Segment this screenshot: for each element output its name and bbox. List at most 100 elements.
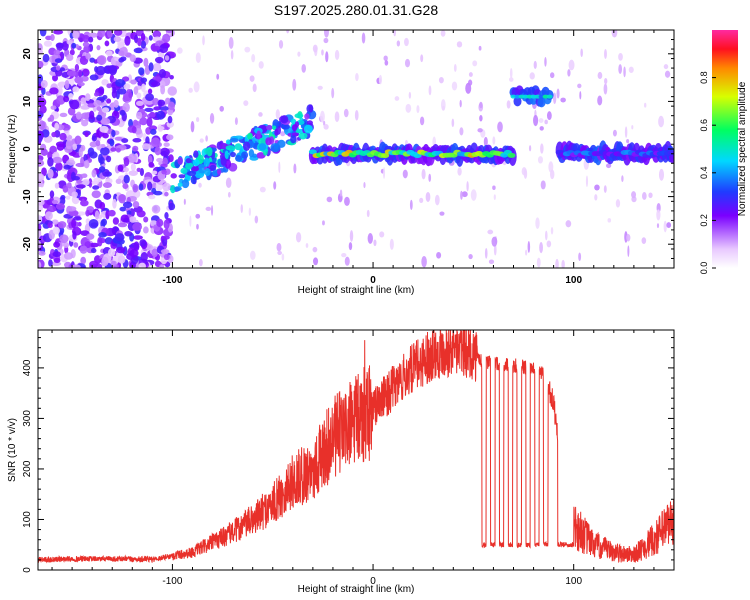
noise-blob [143, 57, 149, 68]
ramp-blob [235, 155, 242, 162]
noise-blob [151, 248, 158, 258]
ramp-blob [298, 132, 308, 140]
noise-blob [72, 216, 82, 221]
noise-blob [38, 214, 43, 224]
noise-blob [105, 155, 112, 163]
ramp-blob [225, 145, 235, 151]
noise-blob [101, 107, 110, 113]
noise-blob [663, 64, 669, 70]
noise-blob [88, 218, 99, 229]
noise-blob [75, 162, 86, 168]
noise-blob [136, 167, 142, 173]
noise-blob [128, 153, 137, 164]
noise-blob [460, 190, 463, 200]
noise-blob [62, 184, 69, 193]
noise-blob [55, 42, 64, 49]
noise-blob [120, 56, 127, 62]
noise-blob [38, 224, 42, 231]
snr-xtick-label: -100 [162, 576, 182, 587]
noise-blob [80, 104, 90, 110]
noise-blob [66, 54, 74, 62]
noise-blob [147, 88, 153, 95]
noise-blob [626, 234, 631, 242]
noise-blob [159, 147, 170, 157]
noise-blob [295, 232, 302, 243]
noise-blob [88, 36, 94, 43]
noise-blob [604, 78, 608, 85]
noise-blob [115, 147, 121, 153]
ramp-blob [186, 170, 197, 177]
noise-blob [49, 114, 55, 122]
noise-blob [560, 97, 566, 103]
noise-blob [61, 41, 69, 51]
noise-blob [133, 34, 139, 44]
noise-blob [72, 176, 80, 181]
noise-blob [158, 68, 167, 79]
noise-blob [555, 258, 559, 268]
noise-blob [383, 166, 386, 179]
noise-blob [90, 248, 97, 254]
noise-blob [108, 209, 116, 217]
noise-blob [76, 211, 86, 216]
noise-blob [623, 66, 626, 78]
noise-blob [143, 226, 149, 234]
noise-blob [321, 49, 324, 56]
noise-blob [137, 37, 142, 47]
noise-blob [108, 64, 118, 74]
noise-blob [88, 178, 93, 188]
noise-blob [487, 229, 494, 235]
noise-blob [420, 54, 424, 63]
spectrogram-xlabel: Height of straight line (km) [298, 285, 415, 296]
spectrogram-xtick-label: 0 [370, 275, 376, 286]
noise-blob [205, 206, 212, 212]
noise-blob [219, 105, 224, 112]
burst-halo [537, 97, 546, 108]
noise-blob [243, 100, 249, 107]
noise-blob [162, 33, 171, 43]
noise-blob [254, 215, 259, 224]
noise-blob [456, 41, 463, 48]
noise-blob [91, 190, 101, 199]
noise-blob [550, 169, 555, 180]
noise-blob [248, 207, 252, 216]
noise-blob [378, 74, 383, 85]
noise-blob [580, 48, 583, 58]
noise-blob [305, 243, 309, 248]
ramp-blob [190, 175, 197, 185]
noise-blob [196, 223, 199, 230]
ramp-blob [258, 143, 267, 151]
noise-blob [540, 180, 546, 190]
noise-blob [96, 55, 107, 66]
noise-blob [320, 110, 325, 123]
noise-blob [106, 83, 112, 89]
noise-blob [152, 45, 161, 51]
noise-blob [86, 233, 95, 240]
noise-blob [389, 238, 394, 250]
noise-blob [621, 175, 624, 182]
noise-blob [324, 30, 329, 38]
noise-blob [624, 126, 628, 138]
noise-blob [535, 217, 540, 229]
noise-blob [132, 137, 142, 143]
noise-blob [492, 136, 496, 145]
noise-blob [38, 228, 42, 239]
noise-blob [38, 261, 42, 268]
noise-blob [549, 72, 555, 79]
noise-blob [355, 73, 359, 82]
noise-blob [195, 213, 201, 219]
noise-blob [394, 96, 400, 101]
noise-blob [493, 244, 497, 256]
ramp-blob [291, 124, 298, 131]
noise-blob [151, 204, 161, 214]
noise-blob [69, 49, 75, 56]
noise-blob [550, 226, 554, 235]
noise-blob [148, 194, 156, 200]
noise-blob [75, 184, 86, 189]
noise-blob [97, 236, 103, 247]
noise-blob [383, 55, 388, 62]
noise-blob [63, 95, 70, 103]
noise-blob [112, 86, 117, 94]
noise-blob [51, 199, 59, 205]
noise-blob [51, 131, 57, 138]
noise-blob [38, 120, 46, 130]
